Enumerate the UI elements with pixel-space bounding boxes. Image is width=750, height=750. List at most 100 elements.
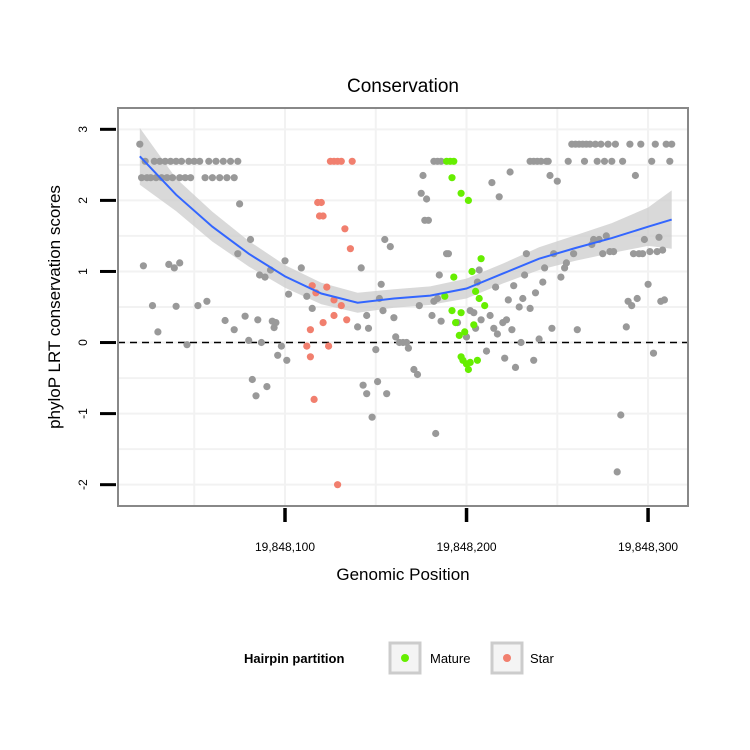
other-point [403, 338, 411, 347]
mature-point [477, 255, 485, 263]
other-point [648, 157, 656, 165]
other-point [622, 323, 630, 331]
other-point [363, 311, 371, 320]
other-point [444, 250, 452, 258]
other-point [363, 390, 371, 398]
other-point [245, 336, 253, 344]
x-tick-label: 19,848,200 [437, 540, 497, 554]
other-point [537, 157, 545, 165]
other-point [608, 157, 616, 165]
mature-point [455, 331, 463, 339]
other-point [176, 174, 184, 182]
legend-item-star: Star [490, 641, 555, 675]
other-point [368, 413, 376, 421]
other-point [377, 280, 385, 288]
other-point [183, 341, 191, 349]
other-point [617, 411, 625, 419]
star-point [319, 319, 327, 327]
other-point [413, 370, 422, 379]
other-point [482, 347, 491, 355]
other-point [256, 271, 264, 279]
other-point [208, 174, 216, 182]
legend-dot-star [503, 654, 511, 662]
other-point [660, 296, 669, 304]
other-point [637, 140, 645, 148]
other-point [223, 174, 231, 182]
other-point [374, 378, 382, 386]
star-point [337, 302, 345, 310]
other-point [495, 193, 503, 201]
other-point [486, 311, 494, 320]
star-point [306, 326, 314, 334]
other-point [508, 326, 516, 334]
other-point [600, 157, 609, 165]
other-point [196, 157, 204, 165]
other-point [432, 429, 440, 438]
other-point [236, 200, 244, 208]
other-point [662, 140, 670, 148]
other-point [470, 309, 478, 317]
other-point [557, 273, 565, 281]
other-point [511, 363, 520, 371]
x-axis: 19,848,100 19,848,200 19,848,300 [255, 508, 678, 554]
other-point [535, 335, 543, 343]
other-point [226, 157, 235, 165]
other-point [212, 157, 220, 165]
smooth-line-layer [139, 155, 672, 304]
other-point [221, 316, 229, 325]
y-tick-label: 1 [76, 268, 90, 275]
other-point [272, 319, 280, 327]
legend-label-mature: Mature [430, 651, 470, 666]
mature-point [468, 267, 476, 276]
other-point [216, 174, 224, 182]
other-point [655, 233, 663, 241]
confidence-band-layer [139, 127, 672, 313]
other-point [246, 235, 255, 244]
other-point [163, 174, 171, 182]
mature-point [464, 196, 472, 204]
other-point [254, 316, 262, 324]
other-point [170, 264, 178, 272]
other-point [419, 171, 427, 180]
other-point [522, 250, 531, 258]
other-point [502, 316, 511, 324]
other-point [390, 314, 398, 322]
other-point [668, 140, 676, 148]
other-point [156, 157, 164, 165]
other-point [381, 235, 389, 244]
x-axis-title: Genomic Position [336, 565, 469, 584]
other-point [423, 195, 431, 203]
x-tick-label: 19,848,300 [618, 540, 678, 554]
mature-point [450, 273, 458, 281]
other-point [297, 264, 305, 272]
other-point [205, 157, 213, 165]
other-point [147, 174, 155, 182]
other-point [150, 157, 158, 165]
other-point [492, 283, 500, 291]
other-point [201, 174, 209, 182]
other-point [619, 157, 627, 165]
other-point [530, 356, 538, 364]
other-point [506, 168, 514, 176]
other-point [602, 232, 610, 240]
other-point [181, 174, 189, 182]
other-point [308, 304, 316, 312]
star-point [348, 157, 356, 165]
star-point [306, 353, 314, 361]
other-point [410, 365, 418, 374]
mature-point [473, 356, 481, 364]
other-point [519, 294, 527, 303]
other-point [640, 235, 649, 244]
mature-point [464, 365, 472, 374]
legend-key-mature [388, 641, 422, 675]
other-point [628, 302, 636, 310]
other-point [136, 140, 144, 148]
other-point [230, 174, 238, 182]
other-point [504, 296, 512, 304]
other-point [165, 260, 173, 268]
other-point [257, 338, 265, 347]
other-point [177, 157, 186, 165]
star-point [337, 157, 345, 165]
other-point [354, 323, 362, 331]
